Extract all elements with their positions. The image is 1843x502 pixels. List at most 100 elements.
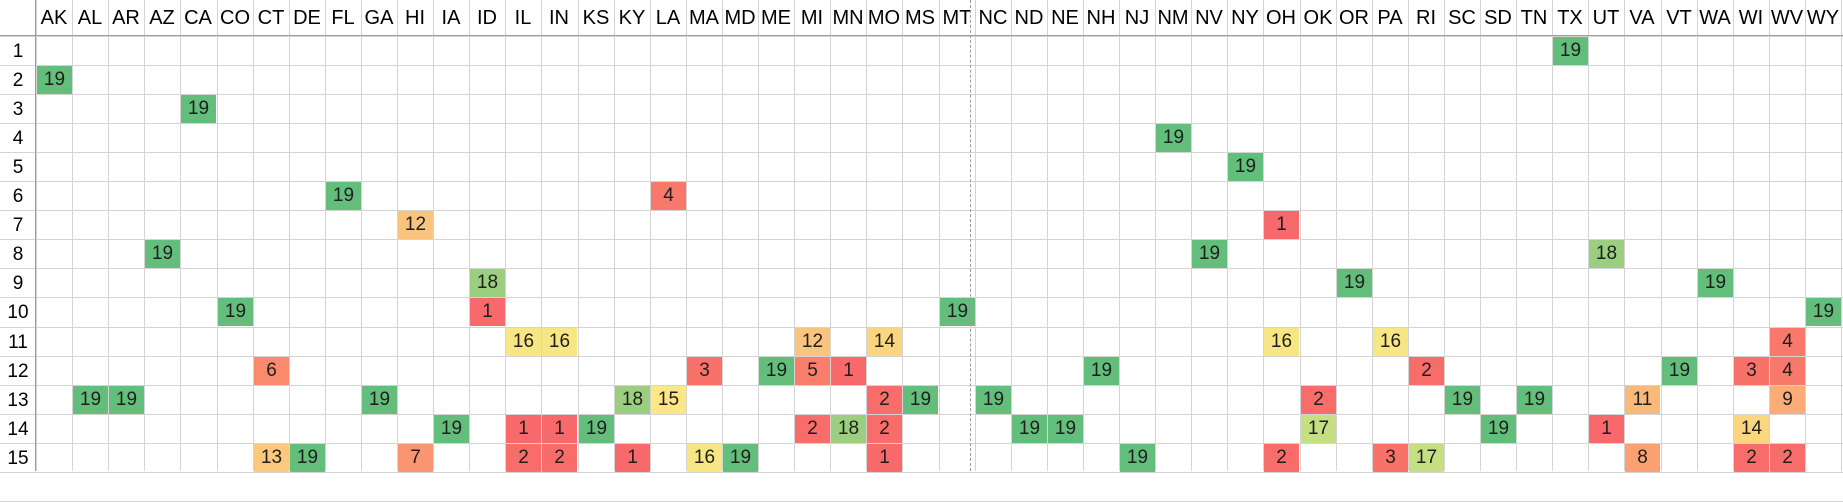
row-header-3[interactable]: 3 [12, 99, 24, 120]
cell-mo-14[interactable]: 2 [867, 415, 902, 443]
row-header-11[interactable]: 11 [8, 332, 28, 353]
cell-md-15[interactable]: 19 [723, 444, 758, 472]
cell-sc-13[interactable]: 19 [1445, 386, 1480, 414]
cell-co-10[interactable]: 19 [218, 298, 253, 326]
column-header-nd[interactable]: ND [1014, 7, 1044, 29]
column-header-wi[interactable]: WI [1738, 7, 1764, 29]
column-header-mt[interactable]: MT [942, 7, 972, 29]
cell-la-13[interactable]: 15 [651, 386, 686, 414]
column-header-ky[interactable]: KY [618, 7, 646, 29]
column-header-ut[interactable]: UT [1592, 7, 1620, 29]
column-header-co[interactable]: CO [220, 7, 250, 29]
column-header-ri[interactable]: RI [1416, 7, 1436, 29]
column-header-mi[interactable]: MI [800, 7, 824, 29]
cell-ia-14[interactable]: 19 [434, 415, 469, 443]
column-header-al[interactable]: AL [77, 7, 103, 29]
cell-id-10[interactable]: 1 [470, 298, 505, 326]
cell-in-15[interactable]: 2 [542, 444, 577, 472]
cell-va-15[interactable]: 8 [1625, 444, 1660, 472]
row-header-4[interactable]: 4 [12, 128, 24, 149]
cell-mt-10[interactable]: 19 [940, 298, 975, 326]
cell-va-13[interactable]: 11 [1625, 386, 1660, 414]
column-header-mn[interactable]: MN [832, 7, 864, 29]
cell-az-8[interactable]: 19 [145, 240, 180, 268]
cell-ky-13[interactable]: 18 [615, 386, 650, 414]
row-header-13[interactable]: 13 [7, 390, 29, 411]
column-header-id[interactable]: ID [477, 7, 497, 29]
column-header-nh[interactable]: NH [1086, 7, 1116, 29]
column-header-ga[interactable]: GA [364, 7, 394, 29]
cell-la-6[interactable]: 4 [651, 182, 686, 210]
row-header-2[interactable]: 2 [12, 70, 24, 91]
cell-ri-15[interactable]: 17 [1409, 444, 1444, 472]
row-header-7[interactable]: 7 [12, 215, 24, 236]
cell-in-14[interactable]: 1 [542, 415, 577, 443]
cell-nv-8[interactable]: 19 [1192, 240, 1227, 268]
cell-al-13[interactable]: 19 [73, 386, 108, 414]
cell-ok-14[interactable]: 17 [1301, 415, 1336, 443]
row-header-15[interactable]: 15 [7, 448, 29, 469]
column-header-de[interactable]: DE [293, 7, 321, 29]
cell-wi-15[interactable]: 2 [1734, 444, 1769, 472]
cell-ak-2[interactable]: 19 [37, 66, 72, 94]
cell-in-11[interactable]: 16 [542, 328, 577, 356]
column-header-ks[interactable]: KS [582, 7, 610, 29]
cell-nm-4[interactable]: 19 [1156, 124, 1191, 152]
cell-mi-11[interactable]: 12 [795, 328, 830, 356]
cell-ne-14[interactable]: 19 [1048, 415, 1083, 443]
cell-ut-14[interactable]: 1 [1589, 415, 1624, 443]
cell-il-11[interactable]: 16 [506, 328, 541, 356]
cell-ky-15[interactable]: 1 [615, 444, 650, 472]
column-header-ok[interactable]: OK [1303, 7, 1333, 29]
column-header-pa[interactable]: PA [1377, 7, 1403, 29]
cell-mo-11[interactable]: 14 [867, 328, 902, 356]
column-header-fl[interactable]: FL [331, 7, 355, 29]
cell-hi-7[interactable]: 12 [398, 211, 433, 239]
row-header-12[interactable]: 12 [7, 361, 29, 382]
column-header-sd[interactable]: SD [1484, 7, 1512, 29]
column-header-me[interactable]: ME [761, 7, 791, 29]
column-header-ct[interactable]: CT [257, 7, 285, 29]
column-header-il[interactable]: IL [514, 7, 532, 29]
cell-nj-15[interactable]: 19 [1120, 444, 1155, 472]
column-header-ia[interactable]: IA [441, 7, 461, 29]
column-header-tx[interactable]: TX [1557, 7, 1583, 29]
column-header-oh[interactable]: OH [1266, 7, 1296, 29]
column-header-md[interactable]: MD [724, 7, 756, 29]
column-header-in[interactable]: IN [549, 7, 569, 29]
column-header-ar[interactable]: AR [112, 7, 140, 29]
column-header-va[interactable]: VA [1629, 7, 1655, 29]
column-header-ak[interactable]: AK [40, 7, 68, 29]
column-header-ms[interactable]: MS [905, 7, 935, 29]
column-header-la[interactable]: LA [655, 7, 681, 29]
column-header-az[interactable]: AZ [149, 7, 175, 29]
column-header-mo[interactable]: MO [867, 7, 901, 29]
cell-mn-14[interactable]: 18 [831, 415, 866, 443]
row-header-6[interactable]: 6 [12, 186, 24, 207]
row-header-5[interactable]: 5 [12, 157, 24, 178]
cell-vt-12[interactable]: 19 [1662, 357, 1697, 385]
row-header-1[interactable]: 1 [12, 41, 24, 62]
column-header-ma[interactable]: MA [689, 7, 719, 29]
column-header-wy[interactable]: WY [1806, 7, 1840, 29]
row-header-10[interactable]: 10 [7, 302, 29, 323]
column-header-sc[interactable]: SC [1448, 7, 1476, 29]
cell-oh-15[interactable]: 2 [1264, 444, 1299, 472]
cell-wv-13[interactable]: 9 [1770, 386, 1805, 414]
cell-wi-14[interactable]: 14 [1734, 415, 1769, 443]
cell-ok-13[interactable]: 2 [1301, 386, 1336, 414]
cell-mo-13[interactable]: 2 [867, 386, 902, 414]
cell-or-9[interactable]: 19 [1337, 269, 1372, 297]
column-header-nm[interactable]: NM [1157, 7, 1189, 29]
cell-me-12[interactable]: 19 [759, 357, 794, 385]
cell-sd-14[interactable]: 19 [1481, 415, 1516, 443]
cell-ri-12[interactable]: 2 [1409, 357, 1444, 385]
column-header-nv[interactable]: NV [1195, 7, 1223, 29]
cell-ar-13[interactable]: 19 [109, 386, 144, 414]
column-header-ne[interactable]: NE [1051, 7, 1079, 29]
column-header-ca[interactable]: CA [184, 7, 212, 29]
column-header-wv[interactable]: WV [1770, 7, 1804, 29]
cell-ma-15[interactable]: 16 [687, 444, 722, 472]
column-header-nc[interactable]: NC [978, 7, 1008, 29]
